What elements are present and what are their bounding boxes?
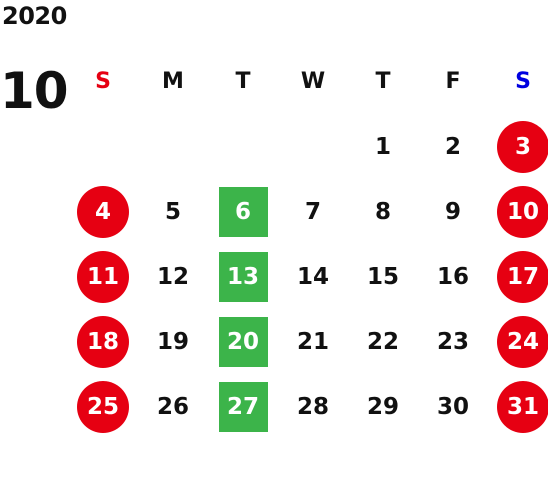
- calendar-day-highlighted: 20: [208, 309, 278, 374]
- calendar-day: 5: [164, 198, 181, 225]
- weekday-tuesday: T: [235, 68, 251, 94]
- calendar-day: 21: [296, 328, 329, 355]
- calendar-day: 14: [296, 263, 329, 290]
- weekday-sunday: S: [95, 68, 111, 94]
- weekday-header-row: S M T W T F S: [68, 48, 548, 114]
- calendar-day: 9: [444, 198, 461, 225]
- calendar-day-highlighted: 27: [208, 374, 278, 439]
- weekday-friday: F: [445, 68, 461, 94]
- calendar-day-weekend: 11: [68, 244, 138, 309]
- calendar-grid: S M T W T F S 1 2 3 4 5 6 7 8 9 10 11 12…: [68, 48, 548, 439]
- calendar-day: 26: [156, 393, 189, 420]
- calendar-day: 12: [156, 263, 189, 290]
- weekday-thursday: T: [375, 68, 391, 94]
- calendar-day: 30: [436, 393, 469, 420]
- calendar-day-highlighted: 6: [208, 179, 278, 244]
- calendar-day: 23: [436, 328, 469, 355]
- calendar-day-weekend: 10: [488, 179, 548, 244]
- calendar-day: 22: [366, 328, 399, 355]
- calendar-day: 29: [366, 393, 399, 420]
- calendar-day: 8: [374, 198, 391, 225]
- calendar-day-weekend: 24: [488, 309, 548, 374]
- weekday-monday: M: [162, 68, 184, 94]
- calendar-day: 7: [304, 198, 321, 225]
- calendar-day: 1: [374, 133, 391, 160]
- calendar-month: 10: [0, 62, 69, 120]
- calendar-day-weekend: 31: [488, 374, 548, 439]
- calendar-day: 16: [436, 263, 469, 290]
- calendar-week-row: 11 12 13 14 15 16 17: [68, 244, 548, 309]
- calendar-day: 19: [156, 328, 189, 355]
- calendar-day: 15: [366, 263, 399, 290]
- calendar-day-weekend: 17: [488, 244, 548, 309]
- calendar-day-weekend: 25: [68, 374, 138, 439]
- calendar-day: 2: [444, 133, 461, 160]
- calendar-day: 28: [296, 393, 329, 420]
- calendar-day-weekend: 3: [488, 114, 548, 179]
- weekday-wednesday: W: [300, 68, 326, 94]
- calendar-week-row: 18 19 20 21 22 23 24: [68, 309, 548, 374]
- calendar-week-row: 4 5 6 7 8 9 10: [68, 179, 548, 244]
- calendar-year: 2020: [2, 2, 67, 30]
- weekday-saturday: S: [515, 68, 531, 94]
- calendar-week-row: 1 2 3: [68, 114, 548, 179]
- calendar-day-weekend: 4: [68, 179, 138, 244]
- calendar-week-row: 25 26 27 28 29 30 31: [68, 374, 548, 439]
- calendar-day-highlighted: 13: [208, 244, 278, 309]
- calendar-day-weekend: 18: [68, 309, 138, 374]
